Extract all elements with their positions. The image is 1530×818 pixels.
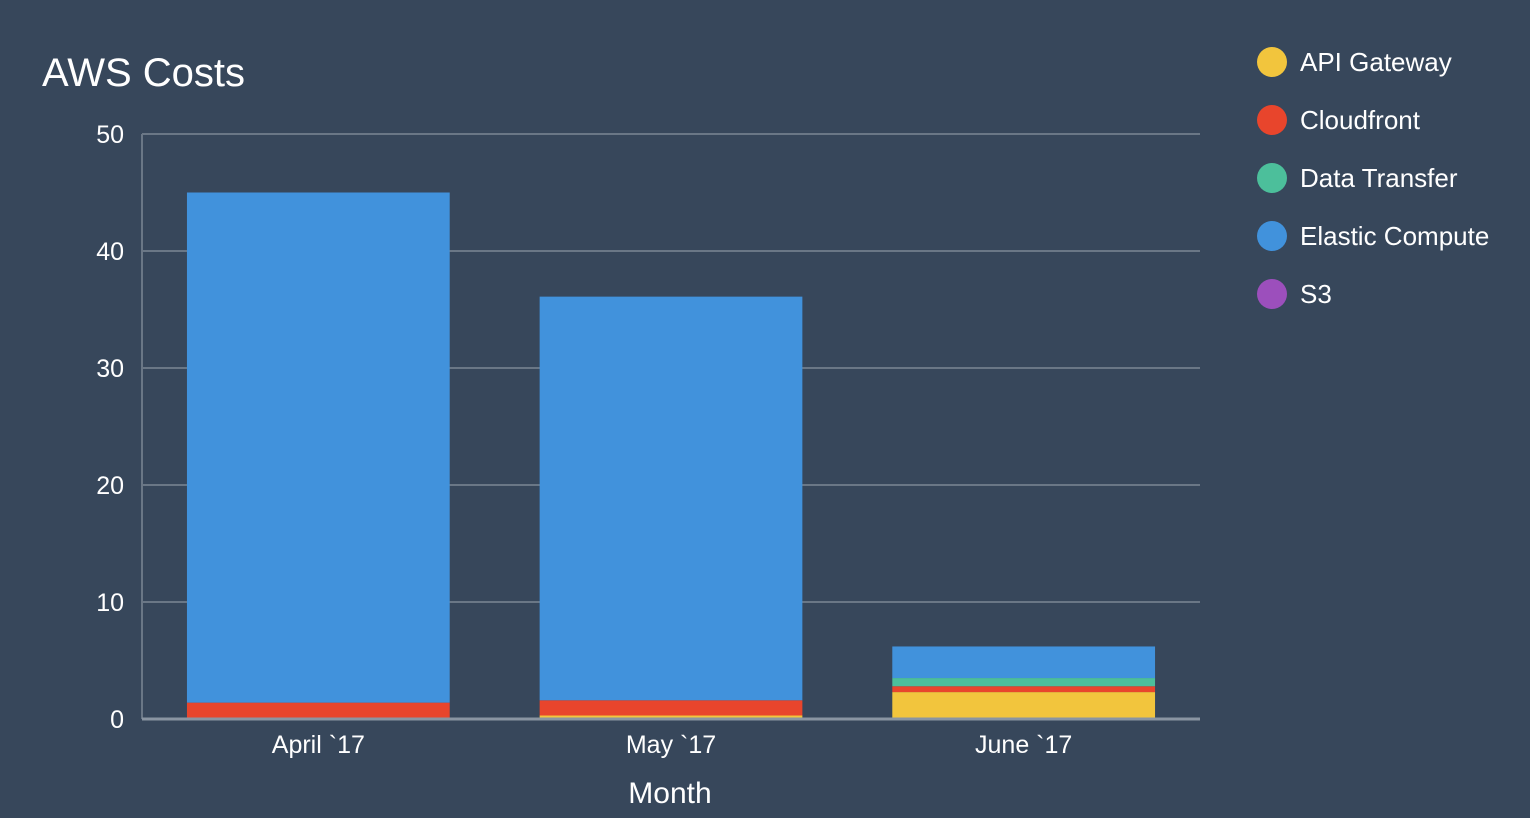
bar-segment[interactable] bbox=[892, 678, 1156, 687]
legend-label[interactable]: Cloudfront bbox=[1300, 105, 1421, 135]
bars bbox=[186, 192, 1156, 719]
legend-label[interactable]: API Gateway bbox=[1300, 47, 1452, 77]
bar-segment[interactable] bbox=[892, 646, 1156, 679]
x-tick-label: June `17 bbox=[975, 731, 1072, 759]
legend-label[interactable]: S3 bbox=[1300, 279, 1332, 309]
bar-segment[interactable] bbox=[892, 686, 1156, 693]
legend-swatch bbox=[1257, 163, 1287, 193]
axes: 0 10 20 30 40 50 April `17 May `17 June `17 bbox=[96, 121, 1200, 759]
y-tick-label: 20 bbox=[96, 472, 124, 500]
legend-swatch bbox=[1257, 47, 1287, 77]
x-axis-title: Month bbox=[628, 777, 711, 810]
legend-swatch bbox=[1257, 221, 1287, 251]
legend-label[interactable]: Data Transfer bbox=[1300, 163, 1458, 193]
bar-segment[interactable] bbox=[539, 715, 803, 719]
bar-segment[interactable] bbox=[186, 702, 450, 719]
y-tick-label: 50 bbox=[96, 121, 124, 149]
y-tick-label: 0 bbox=[110, 706, 124, 734]
y-tick-label: 30 bbox=[96, 355, 124, 383]
y-tick-label: 10 bbox=[96, 589, 124, 617]
legend: API Gateway Cloudfront Data Transfer Elasti… bbox=[1257, 47, 1489, 309]
y-tick-label: 40 bbox=[96, 238, 124, 266]
bar-segment[interactable] bbox=[539, 700, 803, 716]
x-tick-label: April `17 bbox=[272, 731, 365, 759]
bar-segment[interactable] bbox=[892, 692, 1156, 719]
legend-swatch bbox=[1257, 279, 1287, 309]
chart-title: AWS Costs bbox=[42, 51, 245, 95]
legend-label[interactable]: Elastic Compute bbox=[1300, 221, 1489, 251]
bar-segment[interactable] bbox=[186, 192, 450, 703]
bar-segment[interactable] bbox=[539, 296, 803, 701]
x-tick-label: May `17 bbox=[626, 731, 716, 759]
legend-swatch bbox=[1257, 105, 1287, 135]
